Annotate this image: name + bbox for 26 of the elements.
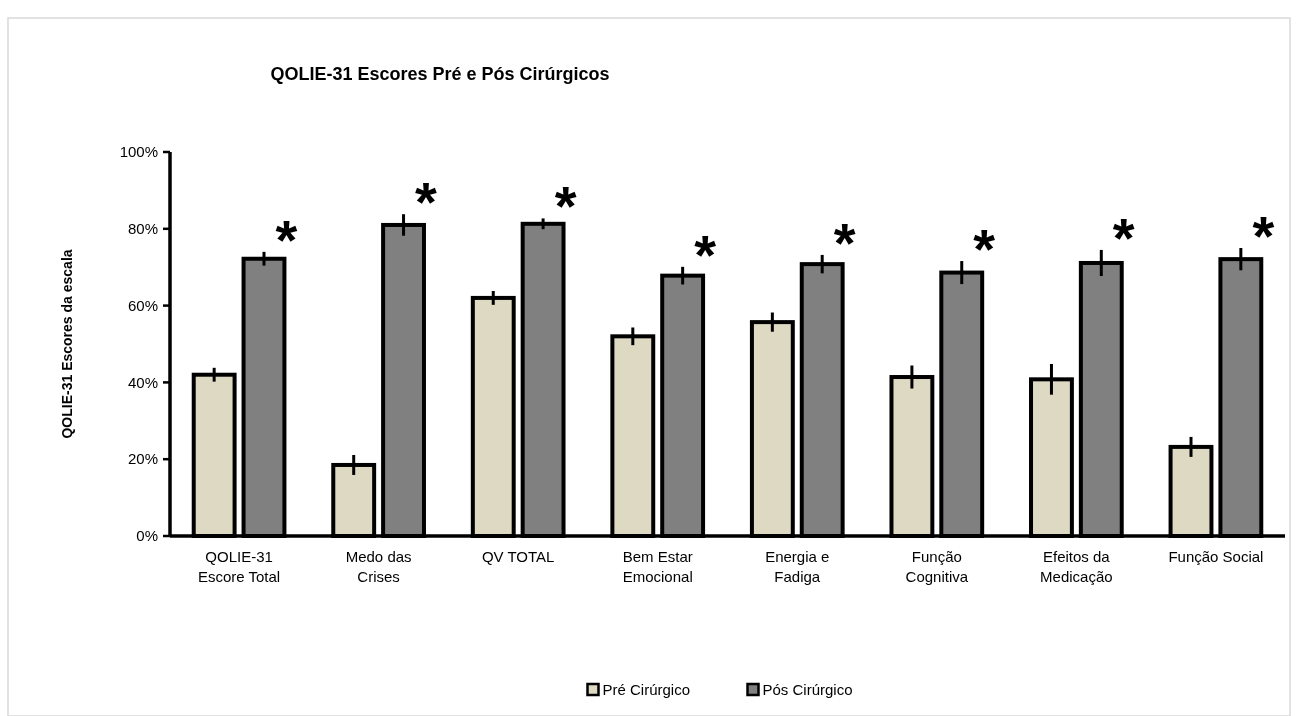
x-tick-label: Medo das Crises — [345, 548, 412, 585]
annotation: * — [833, 210, 856, 274]
y-tick-label: 60% — [127, 296, 158, 314]
annotation: * — [1112, 205, 1135, 269]
x-tick-label: Função Social — [1168, 548, 1264, 565]
annotation: * — [415, 170, 438, 234]
annotation: * — [1252, 203, 1275, 267]
y-tick-label: 100% — [119, 143, 158, 161]
x-tick-label: Energia e Fadiga — [765, 548, 830, 585]
x-tick-label: Bem Estar Emocional — [622, 548, 693, 585]
y-tick-label: 20% — [127, 450, 158, 468]
y-tick-label: 0% — [136, 527, 158, 545]
x-tick-label: QOLIE-31 Escore Total — [197, 548, 281, 585]
x-tick-label: QV TOTAL — [481, 548, 555, 565]
y-axis-title: QOLIE-31 Escores da escala — [59, 249, 75, 439]
x-tick-label: Função Cognitiva — [905, 548, 969, 585]
legend-label: Pós Cirúrgico — [762, 681, 853, 699]
x-tick-label: Efeitos da Medicação — [1040, 548, 1113, 585]
annotation: * — [554, 174, 577, 238]
annotation: * — [275, 207, 298, 271]
legend-label: Pré Cirúrgico — [602, 681, 691, 699]
y-tick-label: 80% — [127, 220, 158, 238]
annotation: * — [973, 216, 996, 280]
annotation: * — [694, 222, 717, 286]
y-tick-label: 40% — [127, 373, 158, 391]
chart-title: QOLIE-31 Escores Pré e Pós Cirúrgicos — [270, 64, 610, 84]
